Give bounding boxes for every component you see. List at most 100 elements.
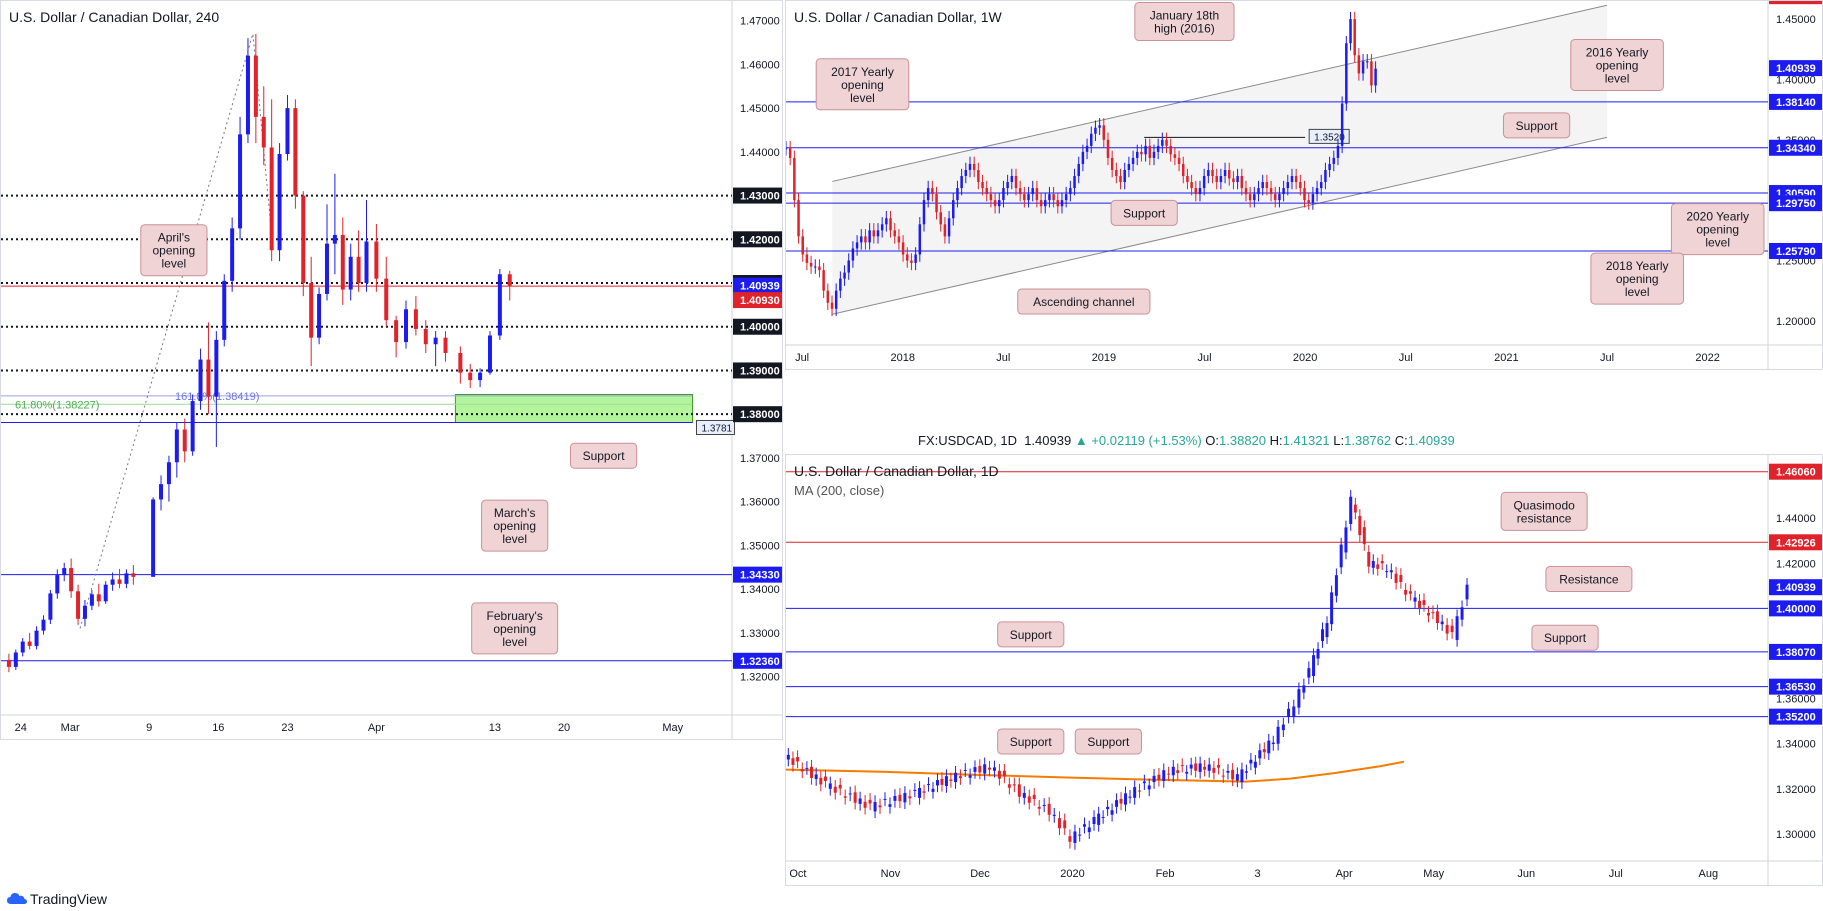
candle-bear — [958, 776, 962, 779]
candle-bull — [918, 224, 922, 255]
candle-bear — [910, 260, 913, 263]
candle-bull — [497, 274, 502, 336]
candle-bear — [838, 784, 842, 789]
change-up-icon: ▲ — [1074, 433, 1088, 448]
candle-bear — [458, 352, 463, 373]
candle-bull — [1081, 151, 1085, 164]
time-tick-label: Jul — [996, 352, 1010, 364]
candle-bull — [1330, 592, 1334, 625]
candle-bear — [443, 337, 448, 353]
annotation-callout — [1110, 199, 1178, 226]
price-tag-label: 1.32360 — [740, 656, 780, 668]
candle-bull — [1282, 188, 1285, 195]
footer: TradingView — [0, 886, 1823, 911]
candle-bear — [1273, 194, 1277, 201]
candle-bear — [269, 147, 274, 251]
price-tag-label: 1.40939 — [1776, 582, 1816, 594]
candle-bull — [1374, 68, 1377, 86]
candle-bear — [1358, 515, 1362, 536]
annotation-text: March's — [494, 506, 536, 520]
candle-bear — [1181, 163, 1185, 177]
candle-bear — [1303, 188, 1306, 201]
candle-bull — [1042, 804, 1046, 806]
chart-d1-svg[interactable]: 1.300001.320001.340001.360001.380001.400… — [786, 455, 1823, 886]
price-tag — [1769, 139, 1822, 156]
time-tick-label: May — [662, 722, 683, 734]
candle-bear — [818, 266, 821, 271]
candle-bear — [1357, 55, 1361, 74]
price-tick-label: 1.32000 — [1776, 784, 1816, 796]
candle-bear — [1408, 591, 1412, 594]
candle-bear — [1422, 600, 1426, 605]
candle-bear — [384, 278, 389, 321]
candle-bull — [1162, 770, 1166, 781]
time-tick-label: Apr — [368, 722, 385, 734]
candle-bear — [922, 791, 926, 793]
candle-bull — [814, 774, 818, 780]
candle-bear — [1068, 836, 1072, 842]
candle-bear — [1057, 818, 1061, 829]
candle-bear — [1294, 176, 1298, 183]
candle-bull — [48, 593, 53, 620]
candle-bull — [1271, 742, 1275, 744]
candle-bull — [855, 242, 859, 249]
candle-bear — [977, 169, 980, 183]
annotation-callout — [1502, 112, 1571, 139]
open-value: 1.38820 — [1219, 433, 1267, 448]
candle-bull — [1286, 182, 1290, 189]
candle-bull — [1128, 796, 1132, 798]
candle-bull — [1440, 621, 1444, 625]
time-tick-label: 20 — [558, 722, 570, 734]
candle-bear — [1035, 188, 1039, 201]
candle-bull — [1325, 623, 1329, 638]
price-tag-label: 1.40939 — [740, 281, 780, 293]
candle-bear — [76, 591, 81, 619]
candle-bear — [1435, 611, 1439, 624]
chart-d1-title: U.S. Dollar / Canadian Dollar, 1D — [794, 463, 999, 479]
candle-bull — [324, 243, 329, 294]
close-label: C: — [1394, 433, 1408, 448]
price-tick-label: 1.44000 — [1776, 513, 1816, 525]
candle-bull — [20, 641, 25, 653]
candle-bear — [1450, 625, 1454, 633]
candle-bull — [1278, 194, 1281, 201]
chart-w1-svg[interactable]: 1.200001.250001.300001.350001.400001.450… — [786, 1, 1823, 370]
candle-bull — [332, 234, 337, 244]
candle-bull — [893, 795, 897, 801]
candle-bear — [993, 200, 997, 207]
candle-bull — [1098, 125, 1101, 128]
chart-h4-svg[interactable]: 1.32000 1.33000 1.34000 1.35000 1.36000 1.370… — [1, 1, 783, 740]
candle-bear — [943, 224, 947, 237]
candle-bull — [364, 241, 369, 284]
candle-bull — [828, 783, 832, 789]
candle-bull — [1069, 188, 1072, 195]
price-tag — [733, 406, 782, 423]
candle-bear — [413, 309, 418, 329]
annotation-text: resistance — [1517, 511, 1572, 525]
candle-bear — [1194, 763, 1198, 771]
candle-bear — [1248, 194, 1252, 201]
chart-panel-w1[interactable]: 1.200001.250001.300001.350001.400001.450… — [785, 0, 1823, 370]
candle-bear — [1232, 178, 1235, 183]
tradingview-cloud-icon[interactable] — [6, 891, 28, 905]
candle-bear — [182, 429, 187, 452]
price-tag-label: 1.34340 — [1776, 143, 1816, 155]
candle-bear — [949, 779, 953, 781]
annotation-text: opening — [493, 519, 536, 533]
annotation-callout — [997, 621, 1065, 648]
tradingview-brand[interactable]: TradingView — [30, 891, 108, 907]
candle-bull — [1097, 813, 1101, 825]
chart-panel-h4[interactable]: 1.32000 1.33000 1.34000 1.35000 1.36000 1.370… — [0, 0, 783, 740]
candle-bear — [1215, 176, 1218, 183]
candle-bull — [1349, 496, 1353, 525]
candle-bull — [1110, 810, 1114, 815]
annotation-text: February's — [487, 609, 543, 623]
candle-bear — [1186, 176, 1189, 183]
annotation-text: January 18th — [1150, 9, 1219, 23]
candle-bull — [1349, 19, 1352, 44]
candle-bear — [1023, 194, 1026, 201]
annotation-text: opening — [1596, 58, 1639, 72]
candle-bear — [261, 116, 266, 148]
time-tick-label: Mar — [61, 722, 80, 734]
chart-panel-d1[interactable]: 1.300001.320001.340001.360001.380001.400… — [785, 454, 1823, 886]
